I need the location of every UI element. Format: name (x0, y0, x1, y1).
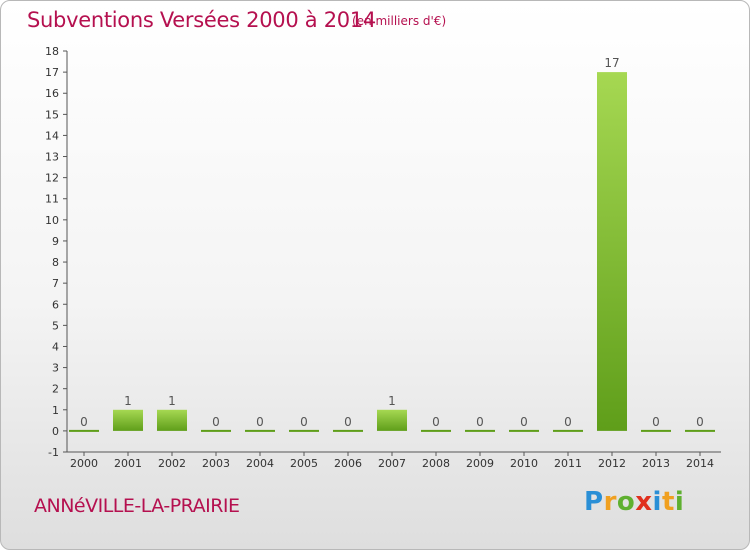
y-tick-label: 3 (52, 362, 59, 375)
bar-value-label: 0 (80, 415, 88, 429)
bar (597, 72, 627, 431)
bar (157, 409, 187, 431)
x-tick-label: 2010 (510, 457, 538, 470)
bar-value-label: 0 (564, 415, 572, 429)
y-tick-label: 13 (45, 151, 59, 164)
bars (69, 72, 715, 432)
bar (421, 429, 451, 432)
y-tick-label: 11 (45, 193, 59, 206)
logo-letter: r (603, 487, 617, 517)
bar (641, 429, 671, 432)
bar-value-label: 0 (476, 415, 484, 429)
data-labels: 0 1 1 0 0 0 0 1 0 0 0 0 17 0 0 (80, 56, 704, 429)
logo-letter: x (635, 487, 653, 517)
x-tick-label: 2002 (158, 457, 186, 470)
x-tick-label: 2001 (114, 457, 142, 470)
y-tick-label: -1 (48, 446, 59, 459)
x-tick-label: 2011 (554, 457, 582, 470)
logo-letter: i (652, 487, 662, 517)
bar (465, 429, 495, 432)
bar-value-label: 0 (256, 415, 264, 429)
y-tick-label: 18 (45, 45, 59, 58)
proxiti-logo: Proxiti (584, 487, 684, 517)
unit-note: (en milliers d'€) (352, 14, 447, 28)
y-tick-label: 6 (52, 298, 59, 311)
bar (69, 429, 99, 432)
x-tick-label: 2013 (642, 457, 670, 470)
y-tick-label: 5 (52, 319, 59, 332)
x-tick-label: 2009 (466, 457, 494, 470)
bar-value-label: 0 (212, 415, 220, 429)
bar-value-label: 0 (652, 415, 660, 429)
y-tick-label: 4 (52, 340, 59, 353)
bar (113, 409, 143, 431)
bar-value-label: 0 (520, 415, 528, 429)
bar-value-label: 0 (344, 415, 352, 429)
bar (333, 429, 363, 432)
y-tick-label: 16 (45, 87, 59, 100)
y-tick-label: 8 (52, 256, 59, 269)
x-tick-label: 2004 (246, 457, 274, 470)
logo-letter: t (661, 487, 675, 517)
bar (553, 429, 583, 432)
x-tick-label: 2006 (334, 457, 362, 470)
x-tick-label: 2012 (598, 457, 626, 470)
y-tick-label: 14 (45, 129, 59, 142)
x-tick-label: 2000 (70, 457, 98, 470)
bar (377, 409, 407, 431)
x-tick-label: 2003 (202, 457, 230, 470)
bar (509, 429, 539, 432)
bar-value-label: 0 (696, 415, 704, 429)
bar (685, 429, 715, 432)
y-tick-label: 1 (52, 404, 59, 417)
y-tick-label: 7 (52, 277, 59, 290)
x-tick-label: 2008 (422, 457, 450, 470)
bar (201, 429, 231, 432)
y-tick-label: 2 (52, 383, 59, 396)
y-tick-label: 0 (52, 425, 59, 438)
bar-value-label: 0 (432, 415, 440, 429)
y-tick-label: 9 (52, 235, 59, 248)
y-tick-label: 15 (45, 108, 59, 121)
y-tick-label: 17 (45, 66, 59, 79)
logo-letter: P (584, 487, 604, 517)
bar-value-label: 1 (168, 394, 176, 408)
bar (245, 429, 275, 432)
bar (289, 429, 319, 432)
y-tick-label: 12 (45, 172, 59, 185)
x-tick-label: 2005 (290, 457, 318, 470)
x-tick-label: 2007 (378, 457, 406, 470)
logo-letter: o (616, 487, 636, 517)
bar-value-label: 0 (300, 415, 308, 429)
commune-name: ANNéVILLE-LA-PRAIRIE (34, 495, 240, 517)
bar-value-label: 17 (604, 56, 619, 70)
x-tick-label: 2014 (686, 457, 714, 470)
y-tick-label: 10 (45, 214, 59, 227)
bar-value-label: 1 (388, 394, 396, 408)
chart-title: Subventions Versées 2000 à 2014 (27, 8, 376, 32)
bar-value-label: 1 (124, 394, 132, 408)
logo-letter: i (674, 487, 685, 517)
